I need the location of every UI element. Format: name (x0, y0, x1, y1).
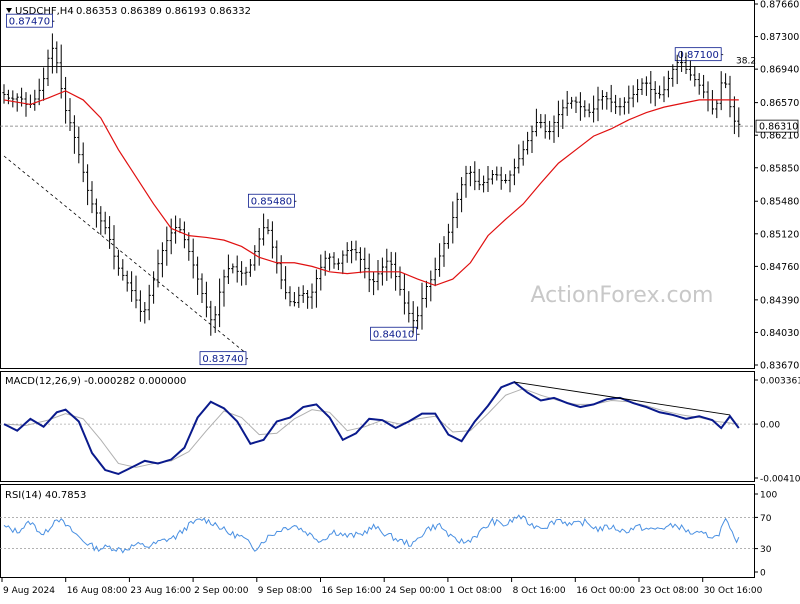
annotation-box (370, 326, 418, 341)
macd-axis-label: 0.00 (760, 421, 780, 431)
price-axis-label: 0.86570 (760, 98, 799, 109)
time-axis-label: 8 Oct 16:00 (513, 586, 566, 596)
annotation-box (247, 193, 295, 208)
price-axis-label: 0.83670 (760, 361, 799, 372)
price-panel-frame (0, 0, 755, 369)
annotation-label: 0.83740 (202, 354, 243, 365)
time-axis-label: 16 Aug 08:00 (67, 586, 128, 596)
time-axis-label: 9 Sep 08:00 (258, 586, 313, 596)
price-axis-label: 0.85120 (760, 229, 799, 240)
annotation-label: 0.85480 (251, 197, 292, 208)
price-axis-label: 0.84760 (760, 262, 799, 273)
annotation-label: 0.84010 (373, 330, 414, 341)
macd-axis-label: 0.003361 (760, 377, 800, 387)
price-axis-label: 0.86210 (760, 131, 799, 142)
rsi-axis-label: 100 (760, 491, 777, 501)
trendline-down (3, 155, 247, 354)
time-axis-label: 30 Oct 16:00 (704, 586, 763, 596)
annotation-box (674, 47, 722, 62)
time-axis-label: 1 Oct 08:00 (449, 586, 502, 596)
annotation-label: 0.87100 (678, 50, 719, 61)
annotation-box (6, 13, 53, 28)
triangle-down-icon[interactable] (6, 8, 12, 13)
current-price-tag (755, 119, 799, 133)
price-annotation: 0.87100 (674, 47, 724, 62)
rsi-axis-label: 30 (760, 545, 772, 555)
price-annotation: 0.84010 (370, 326, 420, 341)
price-annotation: 0.85480 (247, 193, 297, 208)
time-axis-label: 16 Oct 00:00 (576, 586, 635, 596)
time-axis-label: 9 Aug 2024 (3, 586, 55, 596)
price-axis-label: 0.84030 (760, 328, 799, 339)
price-annotation: 0.83740 (199, 351, 248, 366)
time-axis-label: 2 Sep 00:00 (194, 586, 249, 596)
macd-axis-label: -0.004108 (760, 475, 800, 485)
time-axis-label: 24 Sep 00:00 (385, 586, 445, 596)
price-axis-label: 0.85850 (760, 163, 799, 174)
macd-line (3, 380, 740, 476)
price-series-layer (2, 33, 741, 336)
grid-layer (0, 66, 754, 354)
price-annotations: 0.87470 0.85480 0.83740 0.84010 0.87100 38.2 (6, 13, 756, 366)
macd-title: MACD(12,26,9) -0.000282 0.000000 (5, 376, 186, 387)
moving-average-line (3, 90, 739, 287)
price-annotation: 0.87470 (6, 13, 55, 28)
price-axis-label: 0.87300 (760, 32, 799, 43)
watermark: ActionForex.com (531, 283, 714, 308)
price-axis-label: 0.87660 (760, 0, 799, 11)
current-price-label: 0.86310 (759, 122, 798, 133)
rsi-axis-label: 70 (760, 514, 772, 524)
time-axis-label: 16 Sep 16:00 (322, 586, 382, 596)
rsi-title: RSI(14) 40.7853 (5, 490, 86, 501)
annotation-box (199, 351, 247, 366)
macd-trendline (514, 381, 731, 416)
price-axis-label: 0.86940 (760, 65, 799, 76)
fib-label: 38.2 (736, 56, 756, 66)
symbol-label: USDCHF,H4 (15, 6, 74, 17)
macd-signal-line (3, 388, 739, 468)
time-axis-label: 23 Aug 16:00 (130, 586, 191, 596)
time-axis-label: 23 Oct 08:00 (640, 586, 699, 596)
rsi-series-layer (0, 514, 754, 554)
ohlc-values: 0.86353 0.86389 0.86193 0.86332 (76, 6, 251, 17)
rsi-axis-label: 0 (760, 569, 766, 579)
price-axis-label: 0.84390 (760, 295, 799, 306)
rsi-line (3, 514, 740, 554)
price-axis-label: 0.85480 (760, 197, 799, 208)
macd-series-layer (0, 380, 754, 476)
rsi-panel-frame (0, 484, 755, 578)
macd-panel-frame (0, 371, 755, 482)
annotation-label: 0.87470 (9, 17, 50, 28)
